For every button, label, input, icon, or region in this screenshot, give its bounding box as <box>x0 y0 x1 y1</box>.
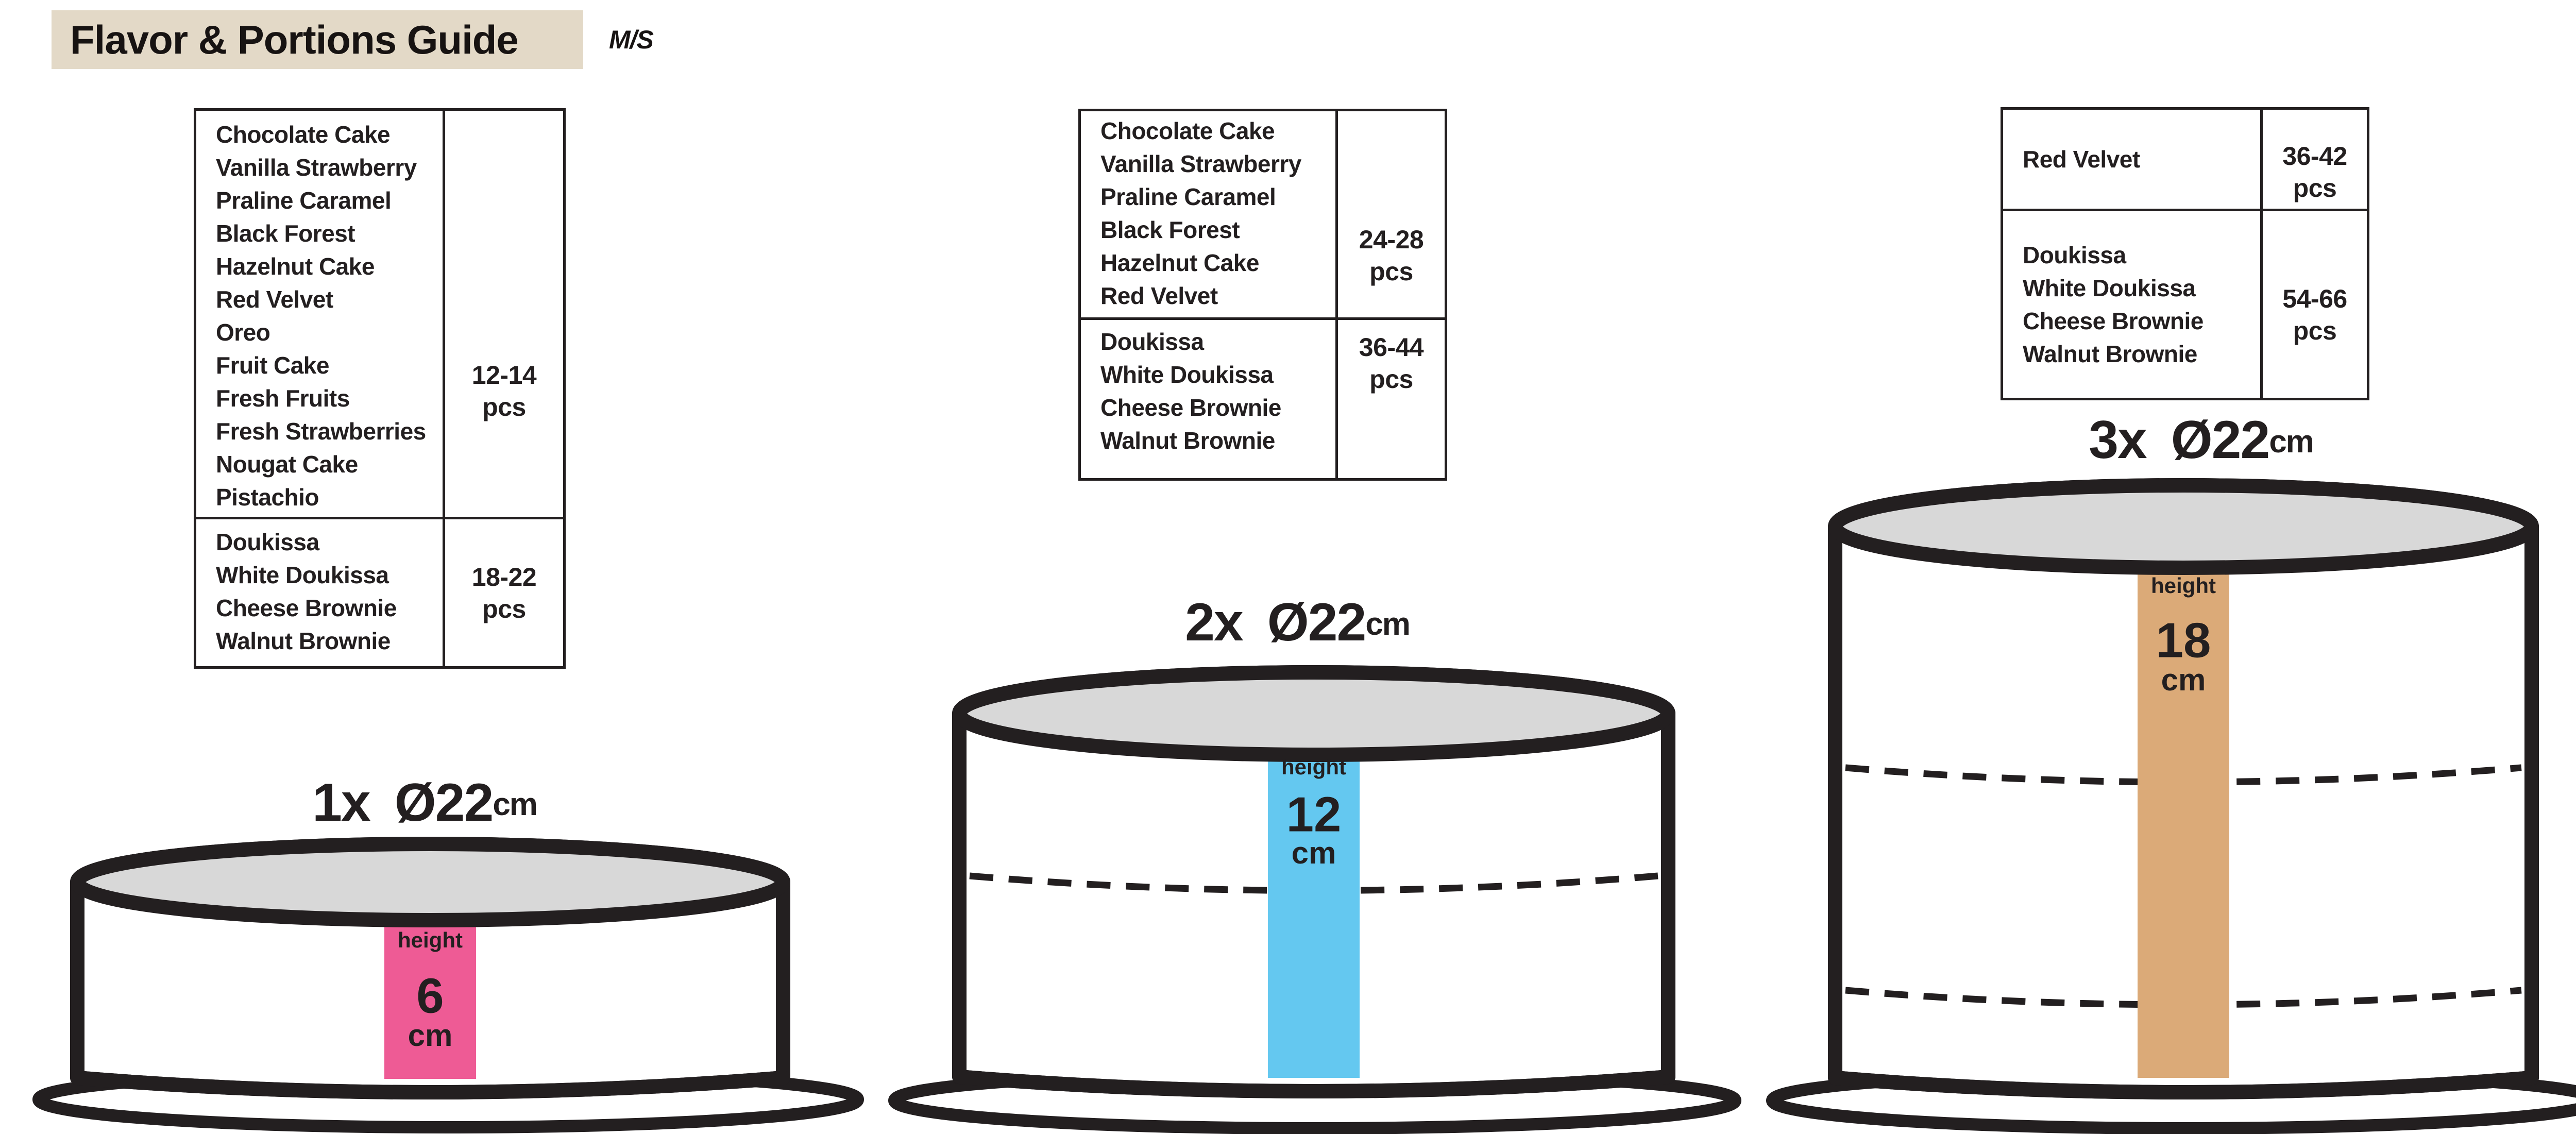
page-title: Flavor & Portions Guide <box>52 10 583 69</box>
cake-2-top-face <box>952 665 1675 762</box>
brand-mark: M/S <box>609 25 654 54</box>
portions-unit: pcs <box>2293 174 2337 202</box>
portions-cell: 54-66 pcs <box>2263 211 2367 398</box>
portions-cell: 12-14 pcs <box>445 111 563 519</box>
cake-3-height-bar <box>2138 544 2229 1078</box>
cake-1-height-value: 6 <box>416 968 444 1023</box>
portions-unit: pcs <box>482 393 526 421</box>
portions-cell: 36-44 pcs <box>1338 320 1445 478</box>
flavor-list: Doukissa White Doukissa Cheese Brownie W… <box>2003 211 2263 398</box>
portions-value: 36-44 <box>1359 332 1424 362</box>
portions-table-1x: Chocolate Cake Vanilla Strawberry Pralin… <box>194 108 566 669</box>
portions-value: 36-42 <box>2282 142 2347 171</box>
cake-3-height-value: 18 <box>2156 613 2211 668</box>
flavor-list: Doukissa White Doukissa Cheese Brownie W… <box>1081 320 1338 478</box>
cake-1: 1x Ø22cm height 6 cm <box>32 773 864 1133</box>
portions-cell: 18-22 pcs <box>445 519 563 666</box>
cake-3-height-unit: cm <box>2161 663 2206 697</box>
cake-2-bottom-edge <box>952 1070 1675 1098</box>
cake-1-height-bar <box>384 898 476 1079</box>
cake-1-size-label: 1x Ø22cm <box>312 773 537 833</box>
portions-table-2x: Chocolate Cake Vanilla Strawberry Pralin… <box>1078 109 1447 481</box>
cake-2: 2x Ø22cm height 12 cm <box>888 593 1741 1134</box>
portions-value: 12-14 <box>471 361 537 390</box>
cake-2-height-value: 12 <box>1286 787 1342 842</box>
portions-unit: pcs <box>482 594 526 623</box>
cake-2-height-bar <box>1268 731 1360 1078</box>
portions-cell: 24-28 pcs <box>1338 111 1445 320</box>
portions-unit: pcs <box>2293 316 2337 345</box>
cake-3-layer-line <box>1845 764 2522 786</box>
cake-3: 3x Ø22cm height 18 cm <box>1766 410 2576 1134</box>
portions-value: 54-66 <box>2282 284 2347 313</box>
cake-2-height-label: height <box>1281 755 1346 779</box>
flavor-list: Red Velvet <box>2003 110 2263 211</box>
portions-cell: 36-42 pcs <box>2263 110 2367 211</box>
portions-unit: pcs <box>1369 257 1413 286</box>
cake-3-height-label: height <box>2151 573 2216 598</box>
cake-1-top-face <box>70 837 790 927</box>
cake-2-size-label: 2x Ø22cm <box>1185 593 1410 652</box>
portions-value: 18-22 <box>471 562 537 591</box>
flavor-list: Chocolate Cake Vanilla Strawberry Pralin… <box>196 111 445 519</box>
cake-3-size-label: 3x Ø22cm <box>2089 410 2313 470</box>
portions-value: 24-28 <box>1359 225 1424 254</box>
cake-3-top-face <box>1828 478 2539 575</box>
portions-unit: pcs <box>1369 364 1413 394</box>
cake-1-height-label: height <box>398 928 463 952</box>
cake-1-bottom-edge <box>70 1071 790 1099</box>
cake-2-height-unit: cm <box>1292 836 1336 870</box>
flavor-list: Doukissa White Doukissa Cheese Brownie W… <box>196 519 445 666</box>
cake-3-layer-line <box>1845 987 2522 1008</box>
cake-1-height-unit: cm <box>408 1018 453 1053</box>
portions-table-3x: Red Velvet 36-42 pcs Doukissa White Douk… <box>2001 107 2369 400</box>
cake-3-bottom-edge <box>1828 1071 2539 1099</box>
flavor-list: Chocolate Cake Vanilla Strawberry Pralin… <box>1081 111 1338 320</box>
